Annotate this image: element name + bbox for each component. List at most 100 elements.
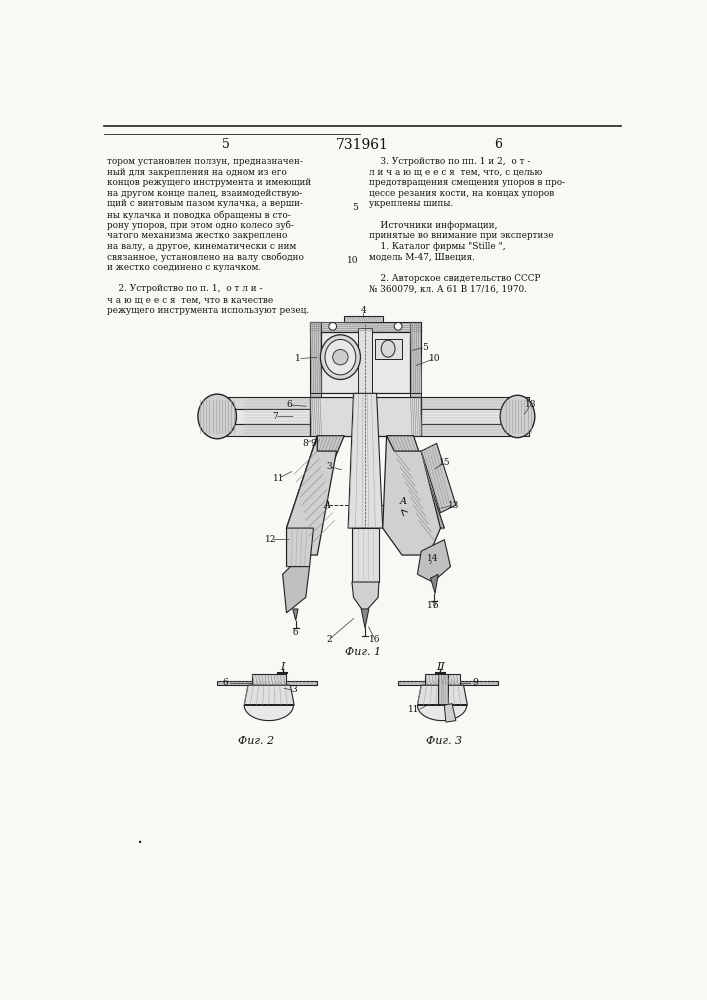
Text: Фиг. 2: Фиг. 2 (238, 736, 274, 746)
Polygon shape (444, 704, 456, 722)
Text: 3. Устройство по пп. 1 и 2,  о т -: 3. Устройство по пп. 1 и 2, о т - (369, 157, 530, 166)
Ellipse shape (325, 339, 356, 375)
Polygon shape (417, 685, 467, 705)
Polygon shape (293, 609, 298, 620)
Text: 6: 6 (494, 138, 502, 151)
Polygon shape (214, 424, 310, 436)
Text: и жестко соединено с кулачком.: и жестко соединено с кулачком. (107, 263, 262, 272)
Polygon shape (352, 528, 379, 582)
Text: связанное, установлено на валу свободно: связанное, установлено на валу свободно (107, 253, 304, 262)
Polygon shape (283, 567, 310, 613)
Text: 1. Каталог фирмы "Stille ",: 1. Каталог фирмы "Stille ", (369, 242, 506, 251)
Polygon shape (310, 393, 321, 397)
Polygon shape (431, 574, 438, 594)
Polygon shape (217, 681, 317, 685)
Polygon shape (409, 322, 421, 393)
Polygon shape (214, 409, 310, 424)
Polygon shape (417, 540, 450, 582)
Polygon shape (310, 397, 421, 436)
Text: 1: 1 (295, 354, 301, 363)
Polygon shape (321, 332, 409, 393)
Polygon shape (421, 397, 529, 409)
Text: ч а ю щ е е с я  тем, что в качестве: ч а ю щ е е с я тем, что в качестве (107, 295, 274, 304)
Polygon shape (421, 443, 456, 513)
Text: 11: 11 (273, 474, 284, 483)
Text: Фиг. 1: Фиг. 1 (346, 647, 382, 657)
Polygon shape (417, 705, 467, 721)
Text: A: A (399, 497, 407, 506)
Polygon shape (398, 681, 498, 685)
Circle shape (329, 323, 337, 330)
Text: 15: 15 (438, 458, 450, 467)
Text: 9: 9 (310, 439, 316, 448)
Polygon shape (286, 436, 344, 528)
Text: концов режущего инструмента и имеющий: концов режущего инструмента и имеющий (107, 178, 311, 187)
Text: 5: 5 (222, 138, 230, 151)
Polygon shape (244, 685, 294, 705)
Polygon shape (286, 528, 313, 567)
Text: 731961: 731961 (336, 138, 388, 152)
Ellipse shape (500, 395, 534, 438)
Circle shape (333, 349, 348, 365)
Text: 10: 10 (428, 354, 440, 363)
Text: № 360079, кл. А 61 В 17/16, 1970.: № 360079, кл. А 61 В 17/16, 1970. (369, 284, 527, 293)
Text: 18: 18 (525, 400, 537, 409)
Text: чатого механизма жестко закреплено: чатого механизма жестко закреплено (107, 231, 288, 240)
Text: 3: 3 (291, 685, 297, 694)
Text: на другом конце палец, взаимодействую-: на другом конце палец, взаимодействую- (107, 189, 303, 198)
Text: 6: 6 (286, 400, 292, 409)
Polygon shape (286, 436, 337, 555)
Polygon shape (348, 393, 382, 528)
Text: 2: 2 (326, 635, 332, 644)
Bar (358, 328, 372, 401)
Ellipse shape (198, 394, 236, 439)
Text: цессе резания кости, на концах упоров: цессе резания кости, на концах упоров (369, 189, 554, 198)
Text: 2. Устройство по п. 1,  о т л и -: 2. Устройство по п. 1, о т л и - (107, 284, 262, 293)
Circle shape (395, 323, 402, 330)
Text: 10: 10 (346, 256, 358, 265)
Polygon shape (387, 436, 444, 528)
Polygon shape (375, 339, 402, 359)
Text: 4: 4 (361, 306, 366, 315)
Text: б: б (433, 601, 438, 610)
Text: A: A (323, 500, 330, 510)
Text: б: б (293, 628, 298, 637)
Polygon shape (421, 424, 529, 436)
Text: I: I (281, 662, 285, 672)
Text: 6: 6 (222, 678, 228, 687)
Text: 3: 3 (326, 462, 332, 471)
Text: на валу, а другое, кинематически с ним: на валу, а другое, кинематически с ним (107, 242, 296, 251)
Text: режущего инструмента используют резец.: режущего инструмента используют резец. (107, 306, 310, 315)
Text: 7: 7 (272, 412, 278, 421)
Text: 8: 8 (303, 439, 309, 448)
Text: тором установлен ползун, предназначен-: тором установлен ползун, предназначен- (107, 157, 303, 166)
Text: II: II (436, 662, 445, 672)
Text: принятые во внимание при экспертизе: принятые во внимание при экспертизе (369, 231, 554, 240)
Text: Фиг. 3: Фиг. 3 (426, 736, 462, 746)
Text: ·: · (137, 834, 144, 853)
Polygon shape (425, 674, 460, 685)
Text: рону упоров, при этом одно колесо зуб-: рону упоров, при этом одно колесо зуб- (107, 221, 294, 230)
Text: 5: 5 (352, 203, 358, 212)
Text: 14: 14 (427, 554, 438, 563)
Polygon shape (438, 674, 448, 704)
Polygon shape (382, 436, 440, 555)
Polygon shape (214, 397, 310, 409)
Text: 2. Авторское свидетельство СССР: 2. Авторское свидетельство СССР (369, 274, 540, 283)
Text: щий с винтовым пазом кулачка, а верши-: щий с винтовым пазом кулачка, а верши- (107, 199, 303, 208)
Polygon shape (344, 316, 382, 322)
Polygon shape (409, 393, 421, 397)
Ellipse shape (381, 340, 395, 357)
Polygon shape (252, 674, 286, 685)
Polygon shape (310, 322, 421, 332)
Polygon shape (421, 409, 529, 424)
Ellipse shape (320, 335, 361, 379)
Text: 16: 16 (369, 635, 381, 644)
Text: модель М-47, Швеция.: модель М-47, Швеция. (369, 253, 475, 262)
Polygon shape (244, 705, 293, 721)
Text: укреплены шипы.: укреплены шипы. (369, 199, 453, 208)
Text: предотвращения смещения упоров в про-: предотвращения смещения упоров в про- (369, 178, 565, 187)
Text: 5: 5 (422, 343, 428, 352)
Text: 9: 9 (472, 678, 478, 687)
Text: Источники информации,: Источники информации, (369, 221, 498, 230)
